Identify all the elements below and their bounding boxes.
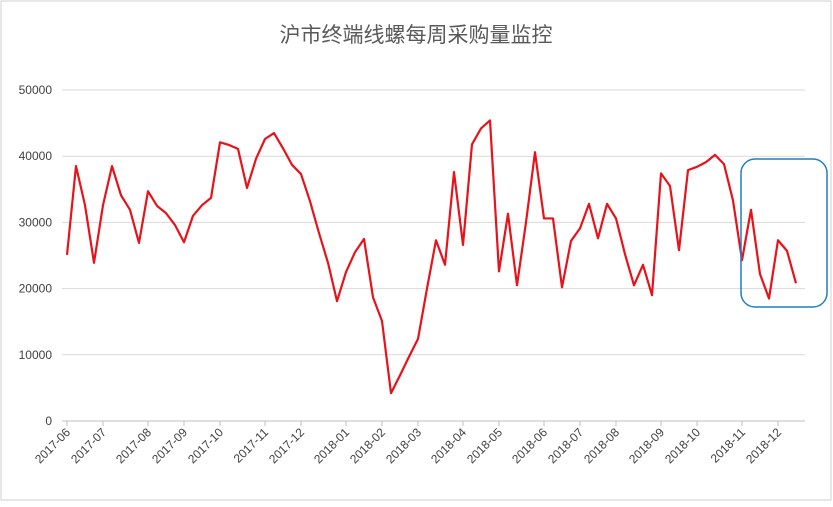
y-tick-label: 10000 [19, 348, 53, 362]
y-tick-label: 40000 [19, 149, 53, 163]
y-tick-label: 0 [45, 414, 52, 428]
chart-title: 沪市终端线螺每周采购量监控 [280, 24, 553, 47]
y-tick-label: 20000 [19, 282, 53, 296]
y-tick-label: 50000 [19, 83, 53, 97]
highlight-box [740, 158, 828, 308]
y-tick-label: 30000 [19, 215, 53, 229]
data-line [65, 119, 798, 395]
